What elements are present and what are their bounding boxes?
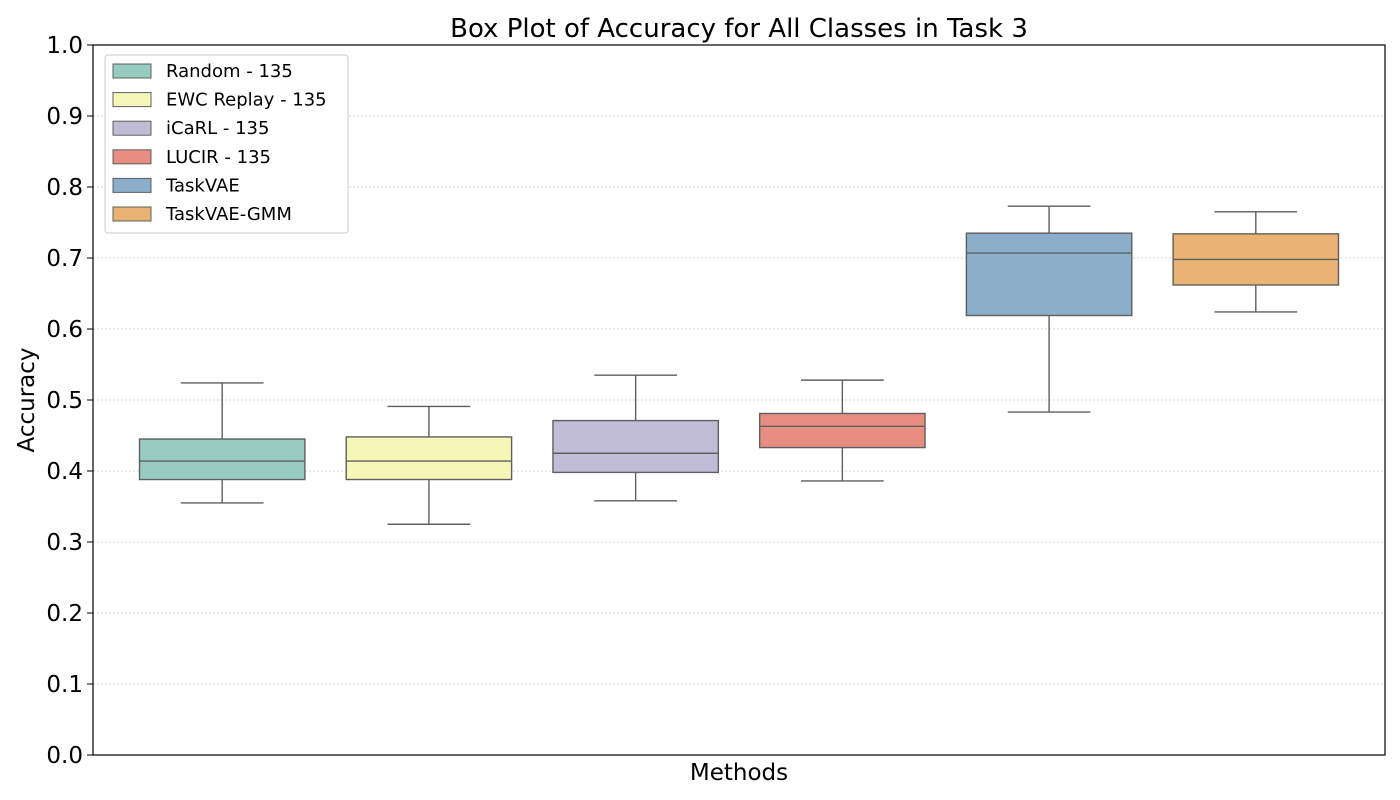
y-tick-label: 0.9 xyxy=(46,104,83,130)
box-2 xyxy=(552,374,720,502)
box-3 xyxy=(758,379,926,482)
legend-swatch xyxy=(112,63,152,79)
y-axis-label: Accuracy xyxy=(14,347,40,452)
iqr-box xyxy=(552,419,720,474)
iqr-box xyxy=(138,438,306,481)
iqr-box xyxy=(758,412,926,449)
legend-item: iCaRL - 135 xyxy=(112,118,269,139)
legend-swatch xyxy=(112,120,152,136)
legend-item: EWC Replay - 135 xyxy=(112,90,327,111)
legend-item: Random - 135 xyxy=(112,61,293,82)
legend-label: EWC Replay - 135 xyxy=(166,90,327,111)
legend-swatch xyxy=(112,149,152,165)
legend-label: TaskVAE xyxy=(165,175,240,196)
legend-label: iCaRL - 135 xyxy=(166,118,269,139)
box-5 xyxy=(1172,211,1340,313)
iqr-box xyxy=(345,436,513,481)
legend-label: LUCIR - 135 xyxy=(166,147,271,168)
box-1 xyxy=(345,405,513,525)
legend-swatch xyxy=(112,206,152,222)
legend-swatch xyxy=(112,177,152,193)
legend: Random - 135 EWC Replay - 135 iCaRL - 135 L… xyxy=(104,54,349,234)
y-tick-label: 0.4 xyxy=(46,459,83,485)
box-0 xyxy=(138,382,306,504)
y-tick-label: 0.3 xyxy=(46,530,83,556)
legend-swatch xyxy=(112,92,152,108)
y-tick-label: 0.1 xyxy=(46,672,83,698)
y-tick-label: 0.5 xyxy=(46,388,83,414)
legend-frame xyxy=(104,54,349,234)
legend-item: TaskVAE-GMM xyxy=(112,204,292,225)
box-4 xyxy=(965,205,1133,413)
legend-label: Random - 135 xyxy=(166,61,293,82)
chart-title: Box Plot of Accuracy for All Classes in … xyxy=(450,14,1028,44)
y-tick-label: 0.2 xyxy=(46,601,83,627)
y-tick-label: 0.8 xyxy=(46,175,83,201)
legend-item: TaskVAE xyxy=(112,175,240,196)
legend-label: TaskVAE-GMM xyxy=(165,204,292,225)
boxes-group xyxy=(138,205,1340,525)
y-axis: 0.0 0.1 0.2 0.3 0.4 0.5 0.6 0.7 0.8 0.9 1.0 xyxy=(46,33,93,769)
legend-item: LUCIR - 135 xyxy=(112,147,271,168)
x-axis-label: Methods xyxy=(690,760,788,786)
y-tick-label: 0.6 xyxy=(46,317,83,343)
iqr-box xyxy=(965,232,1133,317)
grid-lines xyxy=(93,115,1385,685)
y-tick-label: 1.0 xyxy=(46,33,83,59)
y-tick-label: 0.7 xyxy=(46,246,83,272)
y-tick-label: 0.0 xyxy=(46,743,83,769)
